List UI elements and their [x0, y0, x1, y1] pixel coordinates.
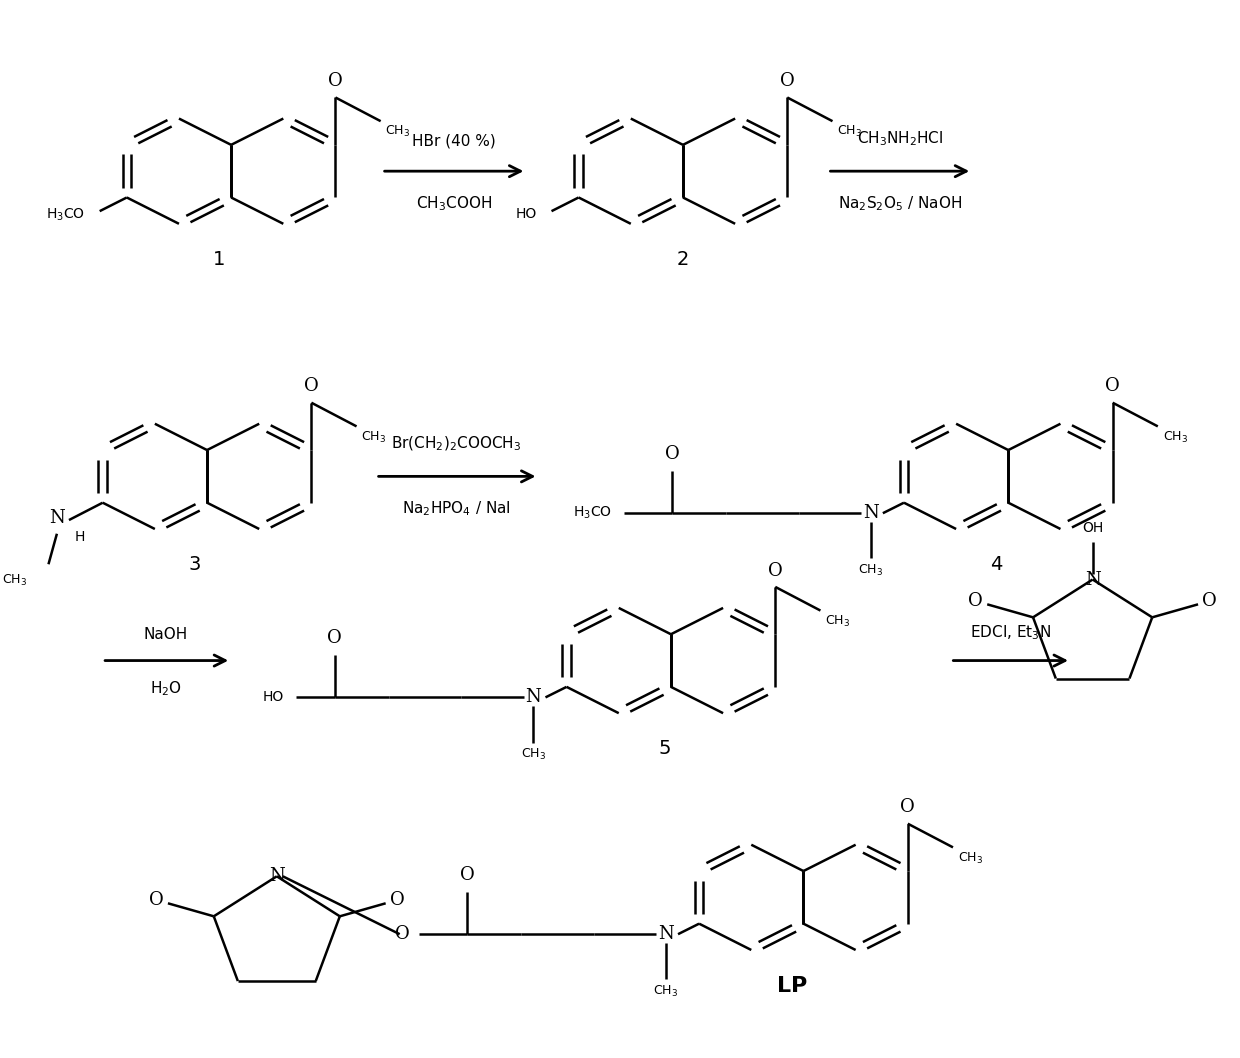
Text: O: O — [329, 72, 342, 90]
Text: N: N — [1085, 570, 1101, 588]
Text: CH$_3$: CH$_3$ — [386, 125, 410, 140]
Text: CH$_3$: CH$_3$ — [858, 563, 883, 578]
Text: O: O — [968, 592, 983, 610]
Text: O: O — [149, 891, 164, 909]
Text: 3: 3 — [188, 555, 201, 574]
Text: N: N — [50, 509, 64, 527]
Text: H: H — [74, 529, 86, 544]
Text: CH$_3$: CH$_3$ — [1, 572, 27, 588]
Text: CH$_3$COOH: CH$_3$COOH — [415, 195, 492, 213]
Text: O: O — [1105, 378, 1120, 396]
Text: N: N — [269, 868, 285, 886]
Text: 4: 4 — [990, 555, 1002, 574]
Text: Br(CH$_2$)$_2$COOCH$_3$: Br(CH$_2$)$_2$COOCH$_3$ — [392, 435, 522, 453]
Text: $\mathbf{LP}$: $\mathbf{LP}$ — [776, 977, 807, 997]
Text: HBr (40 %): HBr (40 %) — [412, 133, 496, 148]
Text: O: O — [900, 799, 915, 817]
Text: EDCI, Et$_3$N: EDCI, Et$_3$N — [970, 623, 1052, 641]
Text: N: N — [526, 689, 542, 707]
Text: 2: 2 — [677, 250, 689, 269]
Text: Na$_2$HPO$_4$ / NaI: Na$_2$HPO$_4$ / NaI — [402, 499, 511, 518]
Text: CH$_3$: CH$_3$ — [521, 747, 546, 762]
Text: HO: HO — [516, 207, 537, 221]
Text: OH: OH — [1083, 522, 1104, 535]
Text: O: O — [780, 72, 795, 90]
Text: H$_3$CO: H$_3$CO — [46, 206, 86, 222]
Text: CH$_3$: CH$_3$ — [957, 851, 983, 865]
Text: NaOH: NaOH — [144, 626, 188, 641]
Text: 5: 5 — [658, 740, 671, 759]
Text: O: O — [389, 891, 404, 909]
Text: O: O — [304, 378, 319, 396]
Text: 1: 1 — [213, 250, 226, 269]
Text: N: N — [658, 925, 673, 943]
Text: O: O — [768, 562, 782, 580]
Text: CH$_3$: CH$_3$ — [361, 430, 387, 444]
Text: O: O — [394, 925, 409, 943]
Text: CH$_3$: CH$_3$ — [653, 984, 678, 999]
Text: CH$_3$: CH$_3$ — [1163, 430, 1188, 444]
Text: CH$_3$: CH$_3$ — [826, 614, 851, 628]
Text: O: O — [665, 444, 680, 462]
Text: HO: HO — [263, 691, 284, 705]
Text: H$_2$O: H$_2$O — [150, 679, 182, 698]
Text: H$_3$CO: H$_3$CO — [573, 505, 611, 522]
Text: N: N — [863, 505, 879, 523]
Text: O: O — [1202, 592, 1216, 610]
Text: CH$_3$NH$_2$HCl: CH$_3$NH$_2$HCl — [857, 129, 942, 148]
Text: O: O — [327, 628, 342, 646]
Text: Na$_2$S$_2$O$_5$ / NaOH: Na$_2$S$_2$O$_5$ / NaOH — [838, 195, 962, 213]
Text: O: O — [460, 865, 475, 883]
Text: CH$_3$: CH$_3$ — [837, 125, 863, 140]
